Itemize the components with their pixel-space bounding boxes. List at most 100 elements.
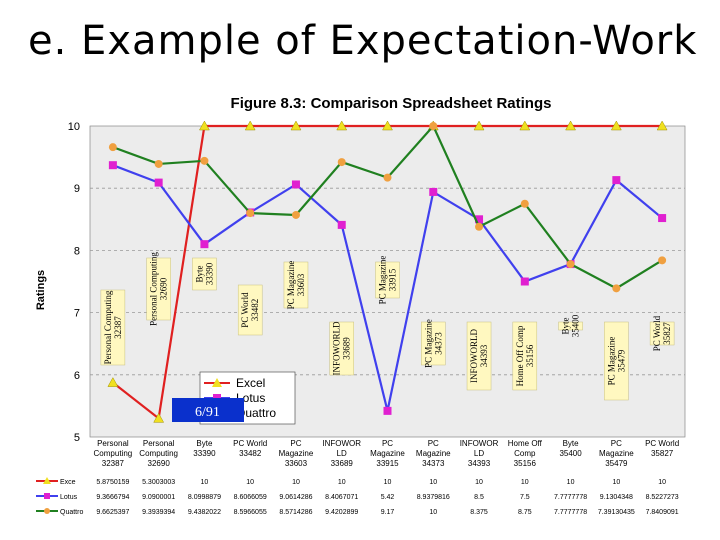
annotation-id: 35156 <box>525 344 535 367</box>
data-point-quattro <box>337 158 346 167</box>
data-point-lotus <box>291 180 300 189</box>
category-label: Magazine <box>416 449 451 458</box>
category-label: PC <box>428 439 439 448</box>
table-cell: 7.5 <box>520 494 530 501</box>
data-point-excel <box>153 412 165 423</box>
annotation-box <box>329 321 354 376</box>
y-tick-label: 6 <box>74 370 80 382</box>
data-annotation: Personal Computing 32690 <box>146 252 171 326</box>
y-axis-ticks: 5 6 7 8 9 10 <box>68 121 80 444</box>
annotation-name: INFOWORLD <box>332 321 342 375</box>
table-cell: 9.4382022 <box>188 509 221 516</box>
table-cell: 9.3666794 <box>96 494 129 501</box>
table-cell: 10 <box>338 479 346 486</box>
data-annotation: Byte 35400 <box>558 314 583 337</box>
page-badge: 6/91 <box>172 398 244 422</box>
annotation-id: 33915 <box>388 268 398 291</box>
table-cell: 7.7777778 <box>554 494 587 501</box>
category-label: 35400 <box>559 449 582 458</box>
table-cell: 10 <box>246 479 254 486</box>
annotation-id: 33390 <box>204 262 214 285</box>
table-cell: 9.4202899 <box>325 509 358 516</box>
data-point-excel <box>473 120 485 131</box>
category-label: Computing <box>94 449 133 458</box>
category-label: PC World <box>233 439 267 448</box>
annotation-box <box>237 284 263 336</box>
data-point-quattro <box>520 199 529 208</box>
table-cell: 5.8750159 <box>96 479 129 486</box>
annotation-name: PC Magazine <box>606 337 616 386</box>
table-cell: 8.75 <box>518 509 532 516</box>
data-point-excel <box>519 120 531 131</box>
category-label: 33689 <box>331 459 354 468</box>
data-annotation: Byte 33390 <box>192 257 217 291</box>
table-cell: 9.1304348 <box>600 494 633 501</box>
data-point-quattro <box>246 209 255 218</box>
table-cell: 9.0614286 <box>279 494 312 501</box>
data-annotation: INFOWORLD 33689 <box>329 321 354 376</box>
annotation-id: 33689 <box>342 337 352 360</box>
category-label: 33603 <box>285 459 308 468</box>
annotation-id: 32690 <box>159 277 169 300</box>
data-point-lotus <box>200 240 209 249</box>
annotation-box <box>283 261 309 309</box>
category-label: PC World <box>645 439 679 448</box>
data-annotation: PC Magazine 33915 <box>375 256 400 304</box>
data-point-quattro <box>612 284 621 293</box>
table-cell: 8.9379816 <box>417 494 450 501</box>
table-cell: 9.17 <box>381 509 395 516</box>
table-cell: 9.6625397 <box>96 509 129 516</box>
category-label: 33915 <box>376 459 399 468</box>
legend-label: Excel <box>236 376 265 390</box>
y-tick-label: 5 <box>74 432 80 444</box>
table-cell: 10 <box>429 479 437 486</box>
category-label: LD <box>337 449 347 458</box>
table-row-marker <box>44 493 50 499</box>
table-cell: 10 <box>201 479 209 486</box>
table-cell: 9.0900001 <box>142 494 175 501</box>
legend-marker <box>212 378 222 387</box>
category-label: LD <box>474 449 484 458</box>
category-label: 32690 <box>148 459 171 468</box>
annotation-id: 35827 <box>662 322 672 345</box>
table-cell: 8.0998879 <box>188 494 221 501</box>
y-tick-label: 7 <box>74 308 80 320</box>
data-point-lotus <box>108 161 117 170</box>
data-point-excel <box>198 120 210 131</box>
data-point-quattro <box>108 143 117 152</box>
annotation-id: 33482 <box>250 299 260 322</box>
category-label: PC <box>290 439 301 448</box>
table-cell: 10 <box>429 509 437 516</box>
table-cell: 5.3003003 <box>142 479 175 486</box>
category-label: INFOWOR <box>322 439 361 448</box>
category-label: Home Off <box>508 439 543 448</box>
annotation-name: Byte <box>194 265 204 282</box>
data-point-excel <box>382 120 393 131</box>
table-row-label: Exce <box>60 479 76 486</box>
chart-title: Figure 8.3: Comparison Spreadsheet Ratin… <box>231 95 552 112</box>
data-point-quattro <box>154 159 163 168</box>
data-annotation: INFOWORLD 34393 <box>466 321 492 391</box>
data-point-quattro <box>658 256 667 265</box>
data-annotation: PC World 33482 <box>237 284 263 336</box>
annotation-id: 34393 <box>479 344 489 367</box>
page-badge-text: 6/91 <box>195 405 220 420</box>
table-cell: 7.8409091 <box>646 509 679 516</box>
annotation-name: PC World <box>652 315 662 351</box>
annotation-name: PC Magazine <box>286 261 296 310</box>
category-label: 32387 <box>102 459 125 468</box>
category-label: Computing <box>139 449 178 458</box>
data-point-lotus <box>475 215 484 224</box>
data-point-quattro <box>200 156 209 165</box>
data-point-quattro <box>566 260 575 269</box>
table-cell: 8.4067071 <box>325 494 358 501</box>
data-point-excel <box>565 120 577 131</box>
data-table: Exce 5.8750159 5.3003003 10 10 10 10 10 10 10 10 10… <box>36 477 679 516</box>
annotation-id: 35400 <box>571 314 581 337</box>
table-cell: 7.39130435 <box>598 509 635 516</box>
table-row-label: Quattro <box>60 509 83 516</box>
category-label: INFOWOR <box>460 439 499 448</box>
annotation-id: 34373 <box>433 332 443 355</box>
annotation-box <box>512 321 538 391</box>
